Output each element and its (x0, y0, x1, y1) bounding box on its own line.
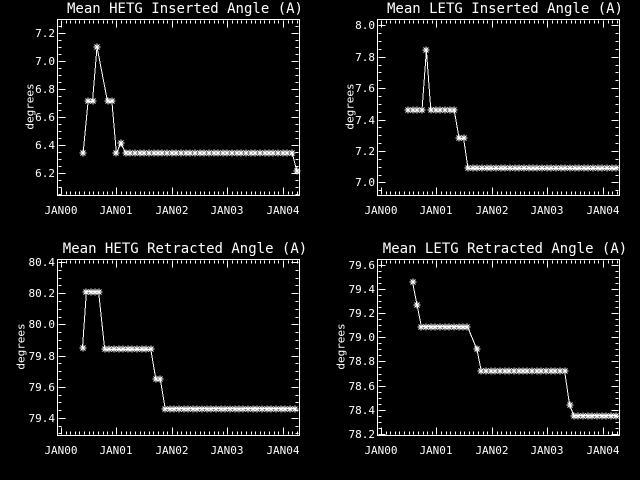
y-tick-label: 79.6 (349, 259, 376, 272)
x-tick-label: JAN03 (530, 204, 563, 217)
y-tick-label: 78.2 (349, 428, 376, 441)
x-tick-label: JAN03 (210, 444, 243, 457)
chart-mean-letg-retracted-angle: Mean LETG Retracted Angle (A) degrees JA… (320, 240, 640, 480)
x-tick-label: JAN02 (155, 204, 188, 217)
x-tick-label: JAN00 (44, 204, 77, 217)
x-tick-label: JAN03 (210, 204, 243, 217)
y-tick-label: 78.8 (349, 355, 376, 368)
x-tick-label: JAN01 (99, 444, 132, 457)
y-tick-label: 79.4 (29, 412, 56, 425)
y-tick-label: 79.8 (29, 350, 56, 363)
x-tick-label: JAN00 (364, 204, 397, 217)
data-series-markers (79, 43, 301, 175)
y-tick-label: 7.6 (355, 82, 375, 95)
y-tick-label: 80.4 (29, 256, 56, 269)
y-tick-label: 6.4 (35, 139, 55, 152)
chart-mean-hetg-inserted-angle: Mean HETG Inserted Angle (A) degrees JAN… (0, 0, 320, 240)
plot-frame (57, 19, 300, 196)
y-tick-label: 7.0 (355, 176, 375, 189)
x-tick-label: JAN02 (155, 444, 188, 457)
chart-title: Mean HETG Inserted Angle (A) (66, 1, 303, 17)
data-series-markers (79, 288, 299, 413)
chart-title: Mean LETG Inserted Angle (A) (386, 1, 623, 17)
y-tick-label: 6.2 (35, 167, 55, 180)
y-tick-label: 78.6 (349, 380, 376, 393)
x-tick-label: JAN03 (530, 444, 563, 457)
x-tick-label: JAN01 (419, 444, 452, 457)
y-tick-label: 80.2 (29, 287, 56, 300)
data-series-markers (404, 46, 620, 172)
data-series-line (412, 281, 616, 417)
x-tick-label: JAN04 (266, 444, 299, 457)
x-tick-label: JAN01 (419, 204, 452, 217)
plot-letg-inserted: JAN00 JAN01 JAN02 JAN03 JAN04 7.0 7.2 7.4 7.6 7.8… (355, 19, 620, 217)
y-tick-label: 7.2 (35, 27, 55, 40)
y-tick-label: 7.2 (355, 145, 375, 158)
plot-frame (377, 19, 620, 196)
x-tick-label: JAN04 (586, 204, 619, 217)
plot-frame (377, 259, 620, 436)
y-tick-label: 7.0 (35, 55, 55, 68)
x-tick-label: JAN02 (475, 204, 508, 217)
chart-mean-hetg-retracted-angle: Mean HETG Retracted Angle (A) degrees JA… (0, 240, 320, 480)
x-tick-label: JAN04 (266, 204, 299, 217)
y-tick-label: 7.8 (355, 51, 375, 64)
y-tick-label: 80.0 (29, 318, 56, 331)
y-tick-label: 78.4 (349, 404, 376, 417)
data-series-markers (409, 278, 620, 420)
x-tick-label: JAN00 (44, 444, 77, 457)
plot-hetg-inserted: JAN00 JAN01 JAN02 JAN03 JAN04 6.2 6.4 6.6 6.8 7.0… (35, 19, 301, 217)
axes (377, 259, 620, 436)
plot-letg-retracted: JAN00 JAN01 JAN02 JAN03 JAN04 78.2 78.4 78.6 78.… (349, 259, 620, 457)
x-tick-label: JAN04 (586, 444, 619, 457)
x-tick-label: JAN01 (99, 204, 132, 217)
axes (377, 19, 620, 196)
y-tick-label: 6.8 (35, 83, 55, 96)
axes (57, 19, 300, 196)
plot-hetg-retracted: JAN00 JAN01 JAN02 JAN03 JAN04 79.4 79.6 79.8 80.… (29, 256, 300, 457)
axes (57, 259, 300, 436)
y-tick-label: 7.4 (355, 114, 375, 127)
y-tick-label: 8.0 (355, 19, 375, 32)
y-tick-label: 79.2 (349, 307, 376, 320)
y-tick-label: 79.6 (29, 381, 56, 394)
y-tick-label: 6.6 (35, 111, 55, 124)
y-tick-label: 79.4 (349, 283, 376, 296)
x-tick-label: JAN00 (364, 444, 397, 457)
chart-title: Mean LETG Retracted Angle (A) (382, 241, 628, 257)
y-tick-label: 79.0 (349, 331, 376, 344)
chart-title: Mean HETG Retracted Angle (A) (62, 241, 308, 257)
x-tick-label: JAN02 (475, 444, 508, 457)
chart-mean-letg-inserted-angle: Mean LETG Inserted Angle (A) degrees JAN… (320, 0, 640, 240)
plot-frame (57, 259, 300, 436)
